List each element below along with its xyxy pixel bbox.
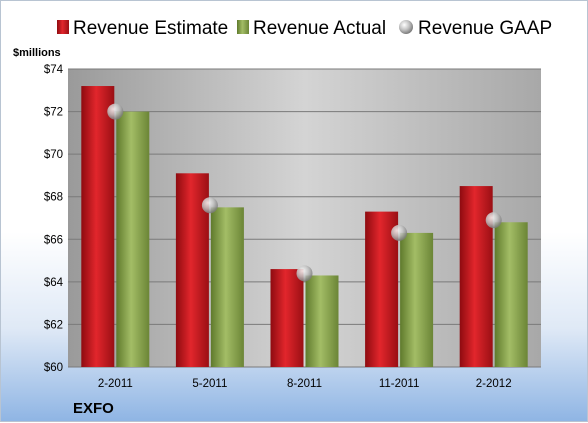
bar-revenue-estimate: [270, 269, 304, 367]
y-tick-label: $74: [44, 64, 64, 76]
legend-swatch-revenue-estimate: [57, 20, 69, 34]
y-axis: $60 $62 $64 $66 $68 $70 $72 $74: [44, 64, 64, 374]
y-tick-label: $70: [44, 149, 63, 161]
bars: [81, 86, 528, 368]
bar-revenue-estimate: [459, 186, 493, 367]
bar-revenue-actual: [210, 207, 244, 367]
y-tick-label: $68: [44, 192, 63, 204]
y-tick-label: $66: [44, 234, 63, 246]
x-tick-label: 5-2011: [192, 378, 227, 390]
y-tick-label: $62: [44, 319, 63, 331]
legend-label-revenue-estimate: Revenue Estimate: [73, 18, 228, 39]
bar-revenue-actual: [305, 275, 339, 367]
y-tick-label: $60: [44, 362, 63, 374]
x-tick-label: 2-2012: [476, 378, 512, 390]
marker-revenue-gaap: [201, 197, 218, 214]
legend-item-revenue-gaap: Revenue GAAP: [399, 18, 552, 39]
y-tick-label: $72: [44, 107, 63, 119]
legend-label-revenue-gaap: Revenue GAAP: [418, 18, 552, 39]
x-tick-label: 8-2011: [287, 378, 322, 390]
bar-revenue-estimate: [81, 86, 115, 368]
marker-revenue-gaap: [485, 212, 502, 229]
legend-swatch-revenue-gaap: [399, 20, 413, 34]
marker-revenue-gaap: [391, 224, 408, 241]
x-axis: 2-2011 5-2011 8-2011 11-2011 2-2012: [98, 378, 512, 390]
legend-item-revenue-actual: Revenue Actual: [237, 18, 386, 39]
bar-revenue-actual: [116, 111, 150, 367]
legend-swatch-revenue-actual: [237, 20, 249, 34]
bar-revenue-actual: [400, 232, 434, 367]
company-label: EXFO: [73, 400, 114, 417]
legend-item-revenue-estimate: Revenue Estimate: [57, 18, 228, 39]
gaap-markers: [107, 103, 502, 282]
legend-label-revenue-actual: Revenue Actual: [253, 18, 386, 39]
marker-revenue-gaap: [296, 265, 313, 282]
x-tick-label: 11-2011: [379, 378, 420, 390]
bar-revenue-actual: [494, 222, 528, 367]
marker-revenue-gaap: [107, 103, 124, 120]
y-tick-label: $64: [44, 277, 64, 289]
y-axis-unit-label: $millions: [13, 47, 61, 59]
legend: Revenue Estimate Revenue Actual Revenue …: [57, 18, 552, 39]
x-tick-label: 2-2011: [98, 378, 133, 390]
